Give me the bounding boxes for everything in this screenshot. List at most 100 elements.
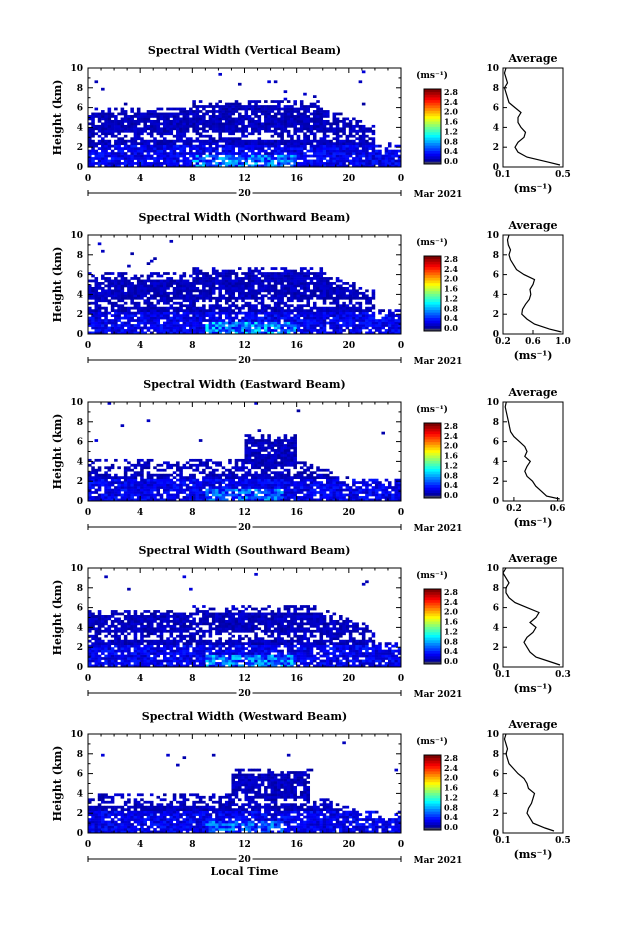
- heatmap-cell: [140, 321, 144, 325]
- heatmap-cell: [290, 304, 294, 308]
- heatmap-cell: [293, 157, 297, 160]
- heatmap-cell: [198, 289, 203, 293]
- heatmap-cell: [254, 277, 258, 280]
- heatmap-cell: [136, 119, 141, 123]
- heatmap-cell: [94, 279, 99, 283]
- profile-y-tick-label: 0: [493, 330, 499, 340]
- heatmap-cell: [166, 157, 170, 160]
- heatmap-cell: [114, 294, 118, 298]
- heatmap-cell: [319, 331, 324, 335]
- heatmap-cell: [114, 107, 118, 111]
- heatmap-cell: [342, 144, 346, 148]
- heatmap-cell: [264, 486, 268, 489]
- heatmap-cell: [391, 321, 395, 325]
- heatmap-cell: [110, 127, 115, 131]
- heatmap-cell: [348, 154, 353, 158]
- heatmap-cell: [352, 117, 356, 121]
- heatmap-cell: [244, 129, 249, 133]
- heatmap-cell: [267, 329, 271, 332]
- y-axis-label: Height (km): [51, 80, 64, 156]
- heatmap-cell: [339, 112, 343, 116]
- heatmap-cell: [332, 152, 337, 155]
- heatmap-cell: [254, 476, 258, 480]
- heatmap-cell: [264, 159, 268, 163]
- heatmap-cell: [130, 496, 134, 499]
- heatmap-cell: [309, 164, 314, 168]
- heatmap-cell: [101, 274, 105, 278]
- heatmap-cell: [136, 282, 141, 285]
- heatmap-cell: [293, 446, 297, 450]
- heatmap-cell: [254, 324, 258, 327]
- heatmap-cell: [352, 162, 356, 165]
- heatmap-cell: [208, 471, 213, 475]
- heatmap-cell: [286, 331, 291, 335]
- heatmap-cell: [358, 291, 363, 295]
- heatmap-cell: [172, 134, 177, 138]
- heatmap-cell: [208, 311, 213, 315]
- heatmap-cell: [368, 154, 372, 158]
- heatmap-cell: [322, 162, 327, 165]
- heatmap-cell: [319, 309, 324, 313]
- heatmap-cell: [264, 124, 268, 128]
- heatmap-cell: [267, 164, 271, 168]
- heatmap-cell: [296, 483, 301, 487]
- heatmap-cell: [153, 466, 157, 470]
- heatmap-cell: [339, 329, 343, 332]
- heatmap-cell: [195, 115, 200, 118]
- heatmap-cell: [358, 149, 363, 153]
- heatmap-cell: [345, 282, 350, 285]
- heatmap-cell: [283, 289, 288, 293]
- heatmap-cell: [162, 291, 167, 295]
- heatmap-cell: [202, 274, 206, 278]
- heatmap-cell: [101, 282, 105, 285]
- heatmap-cell: [355, 296, 359, 300]
- heatmap-cell: [316, 124, 320, 128]
- heatmap-cell: [231, 144, 236, 148]
- heatmap-cell: [251, 453, 255, 457]
- heatmap-cell: [267, 444, 271, 447]
- heatmap-cell: [296, 496, 301, 499]
- heatmap-cell: [293, 498, 297, 502]
- heatmap-cell: [166, 272, 170, 275]
- heatmap-cell: [251, 124, 255, 128]
- heatmap-cell: [149, 481, 154, 484]
- heatmap-cell: [107, 110, 112, 113]
- heatmap-cell: [182, 117, 187, 121]
- heatmap-cell: [172, 493, 177, 497]
- heatmap-cell: [241, 284, 245, 288]
- heatmap-cell: [182, 282, 187, 285]
- heatmap-cell: [189, 147, 193, 150]
- heatmap-cell: [228, 162, 232, 165]
- heatmap-cell: [326, 296, 330, 300]
- heatmap-cell: [198, 115, 203, 118]
- heatmap-cell: [159, 331, 164, 335]
- heatmap-cell: [273, 498, 278, 502]
- heatmap-cell: [283, 272, 288, 275]
- heatmap-cell: [286, 289, 291, 293]
- heatmap-cell: [130, 296, 134, 300]
- heatmap-cell: [130, 481, 134, 484]
- heatmap-cell: [361, 294, 366, 298]
- heatmap-cell: [120, 124, 125, 128]
- heatmap-cell: [280, 478, 284, 482]
- heatmap-cell: [146, 463, 151, 467]
- heatmap-cell: [231, 149, 236, 153]
- heatmap-cell: [365, 144, 369, 148]
- heatmap-cell: [247, 164, 252, 168]
- heatmap-cell: [211, 461, 216, 465]
- heatmap-cell: [267, 468, 271, 472]
- heatmap-cell: [130, 144, 134, 148]
- heatmap-cell: [133, 112, 138, 116]
- heatmap-cell: [286, 122, 291, 126]
- heatmap-cell: [319, 115, 324, 118]
- heatmap-cell: [149, 458, 154, 462]
- heatmap-cell: [146, 119, 151, 123]
- heatmap-cell: [202, 127, 206, 131]
- heatmap-cell: [101, 291, 105, 295]
- heatmap-cell: [387, 326, 392, 330]
- heatmap-cell: [97, 324, 102, 327]
- heatmap-cell: [296, 149, 301, 153]
- heatmap-cell: [280, 498, 284, 502]
- heatmap-cell: [110, 162, 115, 165]
- heatmap-cell: [283, 286, 288, 290]
